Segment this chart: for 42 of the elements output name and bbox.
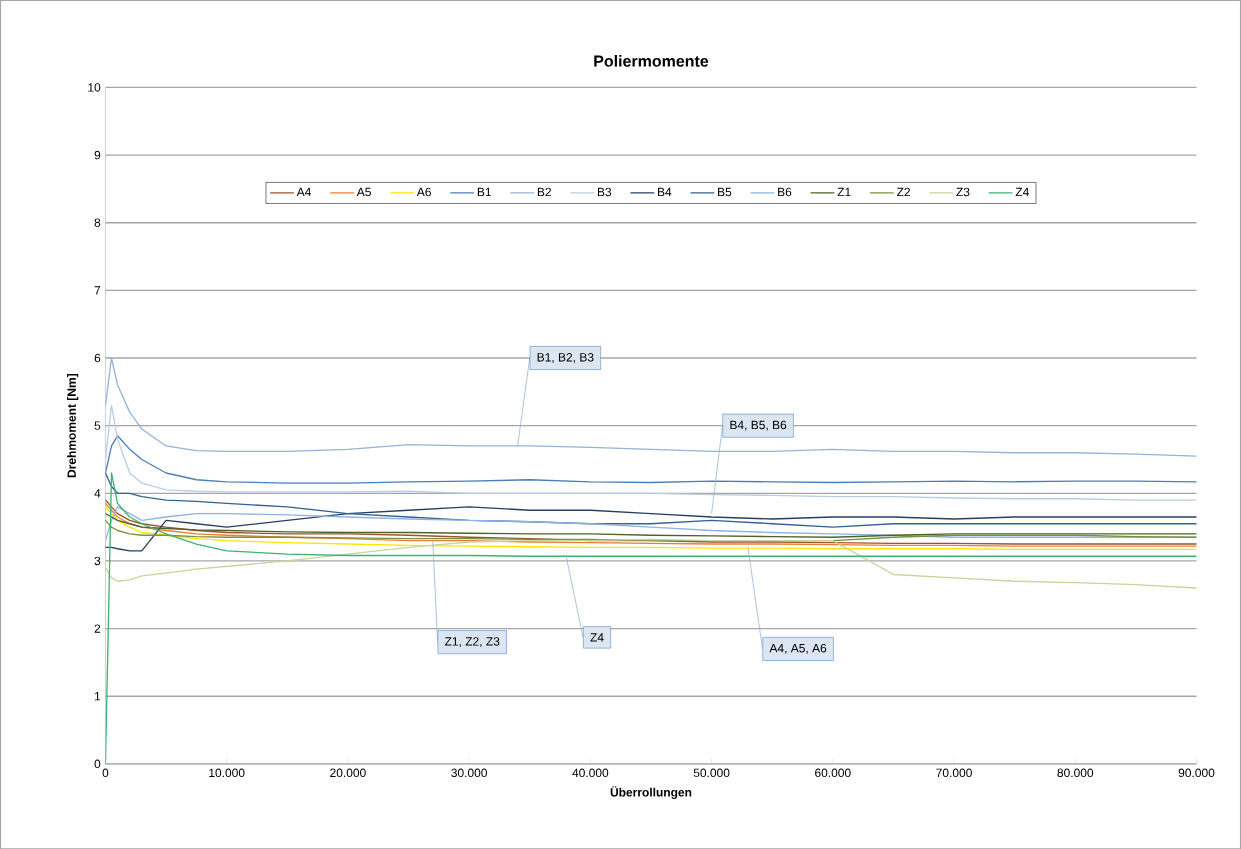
y-tick-label: 5 <box>94 421 101 430</box>
x-tick-label: 30.000 <box>451 768 487 777</box>
legend-label: A6 <box>416 187 431 197</box>
annotation: B1, B2, B3 <box>537 352 594 363</box>
annotation: A4, A5, A6 <box>769 643 827 654</box>
legend-label: B3 <box>597 187 612 197</box>
x-tick-label: 90.000 <box>1178 768 1215 777</box>
y-tick-label: 2 <box>94 624 101 633</box>
legend-label: Z3 <box>956 187 970 197</box>
legend-label: A4 <box>296 187 311 196</box>
x-tick-label: 80.000 <box>1057 768 1094 777</box>
x-tick-label: 20.000 <box>330 768 366 777</box>
y-tick-label: 10 <box>88 83 101 92</box>
legend-label: Z2 <box>896 187 910 196</box>
y-tick-label: 8 <box>94 218 101 227</box>
legend-label: B1 <box>477 187 491 196</box>
y-tick-label: 9 <box>94 150 101 160</box>
y-axis-title: Drehmoment [Nm] <box>67 373 79 477</box>
y-tick-label: 4 <box>94 489 101 498</box>
legend-label: B4 <box>658 187 672 196</box>
legend-label: B5 <box>718 187 732 197</box>
x-tick-label: 60.000 <box>815 768 851 777</box>
x-tick-label: 10.000 <box>209 768 245 777</box>
legend-label: B6 <box>778 187 792 197</box>
y-tick-label: 1 <box>94 691 101 701</box>
annotation: Z4 <box>590 633 604 642</box>
y-tick-label: 0 <box>94 759 101 768</box>
legend-label: B2 <box>537 187 551 196</box>
x-axis-title: Überrollungen <box>610 786 692 799</box>
y-tick-label: 6 <box>94 353 101 363</box>
x-tick-label: 50.000 <box>693 768 730 777</box>
annotation: Z1, Z2, Z3 <box>444 637 500 647</box>
x-tick-label: 40.000 <box>572 768 609 777</box>
x-tick-label: 0 <box>102 768 109 777</box>
legend-label: A5 <box>356 187 371 197</box>
chart-title: Poliermomente <box>594 54 709 67</box>
y-tick-label: 7 <box>94 286 101 295</box>
legend-label: Z1 <box>837 187 851 196</box>
annotation: B4, B5, B6 <box>730 420 787 431</box>
legend-label: Z4 <box>1015 187 1029 196</box>
x-tick-label: 70.000 <box>936 768 972 777</box>
y-tick-label: 3 <box>94 556 101 566</box>
